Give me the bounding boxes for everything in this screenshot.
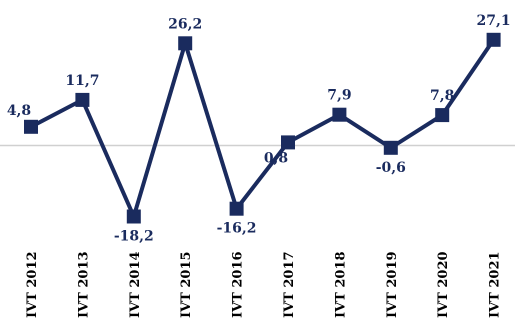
data-label: 7,8 <box>430 88 454 104</box>
x-tick-label: IVT 2014 <box>128 251 143 318</box>
data-point <box>75 92 90 107</box>
x-tick-label: IVT 2021 <box>488 251 503 318</box>
x-tick-label: IVT 2013 <box>76 251 91 318</box>
data-label: 0,8 <box>264 150 288 166</box>
data-point <box>281 135 295 150</box>
series-line <box>30 36 496 223</box>
data-label: 27,1 <box>477 13 511 29</box>
data-label: -0,6 <box>376 160 406 176</box>
x-tick-label: IVT 2012 <box>25 251 40 318</box>
data-label: 26,2 <box>168 16 202 32</box>
data-point <box>126 209 141 224</box>
x-tick-label: IVT 2015 <box>179 251 194 318</box>
x-tick-label: IVT 2016 <box>231 251 246 318</box>
data-label: 4,8 <box>7 103 31 119</box>
x-tick-label: IVT 2018 <box>333 251 348 318</box>
data-label: 11,7 <box>65 73 99 89</box>
data-point <box>435 108 450 123</box>
x-tick-label: IVT 2017 <box>282 251 297 318</box>
data-label: -16,2 <box>217 221 257 237</box>
data-label: -18,2 <box>114 229 154 245</box>
data-point <box>332 107 347 122</box>
data-point <box>178 36 193 51</box>
x-tick-label: IVT 2019 <box>385 251 400 318</box>
data-point <box>229 201 244 216</box>
data-point <box>486 32 501 47</box>
x-tick-label: IVT 2020 <box>436 251 451 318</box>
data-label: 7,9 <box>327 88 351 104</box>
data-point <box>24 119 38 134</box>
data-point <box>383 140 398 155</box>
